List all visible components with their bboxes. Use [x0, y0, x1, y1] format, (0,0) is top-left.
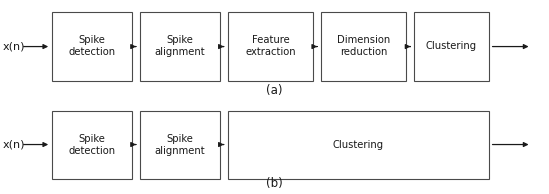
Text: Spike
alignment: Spike alignment [154, 35, 205, 57]
Text: Clustering: Clustering [426, 41, 477, 51]
FancyBboxPatch shape [140, 111, 220, 179]
Text: Dimension
reduction: Dimension reduction [337, 35, 390, 57]
FancyBboxPatch shape [321, 12, 406, 81]
FancyBboxPatch shape [414, 12, 489, 81]
FancyBboxPatch shape [52, 111, 132, 179]
Text: (a): (a) [266, 84, 283, 97]
Text: x(n): x(n) [3, 42, 25, 52]
FancyBboxPatch shape [140, 12, 220, 81]
Text: Spike
detection: Spike detection [69, 134, 115, 156]
FancyBboxPatch shape [228, 111, 489, 179]
Text: (b): (b) [266, 177, 283, 190]
Text: Spike
detection: Spike detection [69, 35, 115, 57]
FancyBboxPatch shape [228, 12, 313, 81]
Text: Spike
alignment: Spike alignment [154, 134, 205, 156]
Text: Feature
extraction: Feature extraction [245, 35, 296, 57]
FancyBboxPatch shape [52, 12, 132, 81]
Text: x(n): x(n) [3, 139, 25, 150]
Text: Clustering: Clustering [333, 140, 384, 150]
